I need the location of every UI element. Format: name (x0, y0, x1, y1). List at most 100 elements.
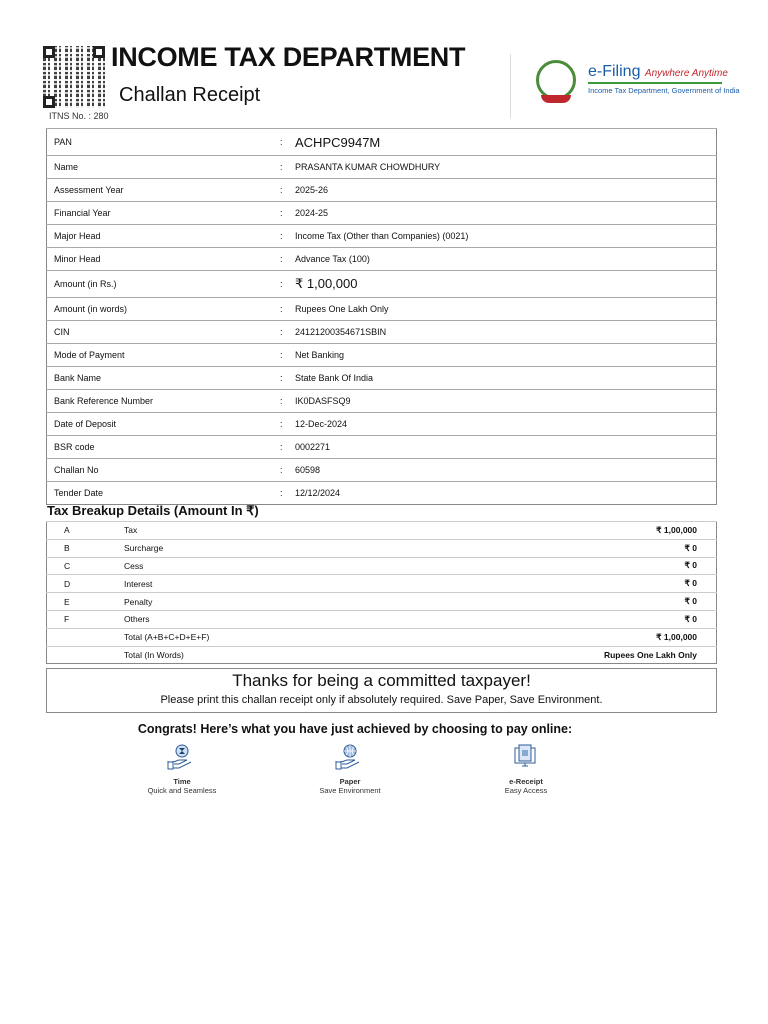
qr-corner (43, 46, 55, 58)
breakup-amount: ₹ 1,00,000 (379, 521, 717, 540)
detail-value: 2025-26 (288, 178, 717, 202)
detail-value: 60598 (288, 458, 717, 482)
challan-details-table: PAN: ACHPC9947M Name: PRASANTA KUMAR CHOWDH… (46, 128, 717, 505)
breakup-code: F (46, 609, 124, 629)
receipt-monitor-icon (514, 744, 536, 767)
detail-row: BSR code:0002271 (46, 435, 717, 459)
detail-label: PAN (46, 128, 280, 156)
detail-row: Assessment Year:2025-26 (46, 178, 717, 202)
detail-value: 12-Dec-2024 (288, 412, 717, 436)
qr-corner (93, 46, 105, 58)
breakup-label: Penalty (124, 592, 380, 611)
breakup-code (46, 645, 124, 664)
breakup-row: B Surcharge ₹ 0 (46, 538, 717, 558)
detail-label: Name (46, 155, 280, 179)
feature-title: Time (173, 777, 191, 786)
thanks-title: Thanks for being a committed taxpayer! (232, 671, 531, 690)
breakup-code: B (46, 538, 124, 558)
breakup-row: E Penalty ₹ 0 (46, 592, 717, 611)
breakup-row: F Others ₹ 0 (46, 609, 717, 629)
detail-label: CIN (46, 320, 280, 344)
feature-subtitle: Quick and Seamless (147, 786, 217, 795)
breakup-amount: ₹ 1,00,000 (379, 627, 717, 647)
detail-row: CIN:24121200354671SBIN (46, 320, 717, 344)
breakup-label: Surcharge (124, 538, 380, 558)
page-subtitle: Challan Receipt (119, 84, 261, 106)
feature-subtitle: Easy Access (504, 786, 548, 795)
colon: : (280, 320, 288, 344)
colon: : (280, 343, 288, 367)
feature-time: Time Quick and Seamless (122, 743, 242, 795)
breakup-amount: ₹ 0 (379, 592, 717, 611)
breakup-label: Cess (124, 556, 380, 575)
colon: : (280, 128, 288, 156)
detail-value: ACHPC9947M (288, 128, 717, 156)
detail-row: Amount (in words): Rupees One Lakh Only (46, 297, 717, 321)
feature-subtitle: Save Environment (319, 786, 381, 795)
detail-row: Challan No:60598 (46, 458, 717, 482)
detail-value: PRASANTA KUMAR CHOWDHURY (288, 155, 717, 179)
tax-breakup-table: A Tax ₹ 1,00,000 B Surcharge ₹ 0 C Cess ₹ 0 D Inte… (46, 521, 717, 665)
colon: : (280, 270, 288, 298)
detail-row: Name: PRASANTA KUMAR CHOWDHURY (46, 155, 717, 179)
qr-corner (43, 96, 55, 108)
detail-value: 24121200354671SBIN (288, 320, 717, 344)
logo-underline (588, 82, 722, 84)
breakup-code: E (46, 592, 124, 611)
breakup-row: Total (A+B+C+D+E+F) ₹ 1,00,000 (46, 627, 717, 647)
detail-value: Income Tax (Other than Companies) (0021) (288, 224, 717, 248)
colon: : (280, 247, 288, 271)
feature-paper: Paper Save Environment (290, 743, 410, 795)
colon: : (280, 155, 288, 179)
thanks-note: Please print this challan receipt only i… (160, 694, 603, 706)
breakup-label: Total (A+B+C+D+E+F) (124, 627, 380, 647)
colon: : (280, 389, 288, 413)
breakup-row: Total (In Words) Rupees One Lakh Only (46, 645, 717, 664)
breakup-amount: ₹ 0 (379, 538, 717, 558)
breakup-row: D Interest ₹ 0 (46, 574, 717, 593)
detail-row: Minor Head: Advance Tax (100) (46, 247, 717, 271)
feature-e-receipt: e-Receipt Easy Access (466, 743, 586, 795)
detail-label: Amount (in words) (46, 297, 280, 321)
colon: : (280, 366, 288, 390)
breakup-label: Interest (124, 574, 380, 593)
colon: : (280, 481, 288, 505)
breakup-amount: ₹ 0 (379, 556, 717, 575)
detail-label: BSR code (46, 435, 280, 459)
detail-value: Advance Tax (100) (288, 247, 717, 271)
hourglass-hand-icon (167, 744, 192, 770)
page-title: INCOME TAX DEPARTMENT (111, 42, 466, 72)
breakup-code: A (46, 521, 124, 540)
tax-breakup-title: Tax Breakup Details (Amount In ₹) (47, 503, 259, 518)
colon: : (280, 224, 288, 248)
detail-value: 12/12/2024 (288, 481, 717, 505)
detail-label: Mode of Payment (46, 343, 280, 367)
detail-row: Tender Date:12/12/2024 (46, 481, 717, 505)
itns-number: ITNS No. : 280 (49, 111, 109, 121)
globe-hand-icon (335, 744, 360, 770)
breakup-amount: Rupees One Lakh Only (379, 645, 717, 664)
detail-row: Bank Reference Number: IK0DASFSQ9 (46, 389, 717, 413)
detail-label: Challan No (46, 458, 280, 482)
colon: : (280, 412, 288, 436)
detail-row: Financial Year:2024-25 (46, 201, 717, 225)
feature-title: Paper (339, 777, 361, 786)
detail-row: Bank Name: State Bank Of India (46, 366, 717, 390)
colon: : (280, 297, 288, 321)
detail-label: Financial Year (46, 201, 280, 225)
detail-value: 0002271 (288, 435, 717, 459)
colon: : (280, 201, 288, 225)
breakup-code: D (46, 574, 124, 593)
detail-value: State Bank Of India (288, 366, 717, 390)
feature-title: e-Receipt (509, 777, 543, 786)
breakup-amount: ₹ 0 (379, 574, 717, 593)
colon: : (280, 458, 288, 482)
detail-label: Major Head (46, 224, 280, 248)
breakup-label: Others (124, 609, 380, 629)
detail-value: Net Banking (288, 343, 717, 367)
detail-row: PAN: ACHPC9947M (46, 128, 717, 156)
efiling-subtitle: Income Tax Department, Government of Ind… (588, 86, 740, 95)
breakup-label: Total (In Words) (124, 645, 380, 664)
detail-label: Bank Reference Number (46, 389, 280, 413)
